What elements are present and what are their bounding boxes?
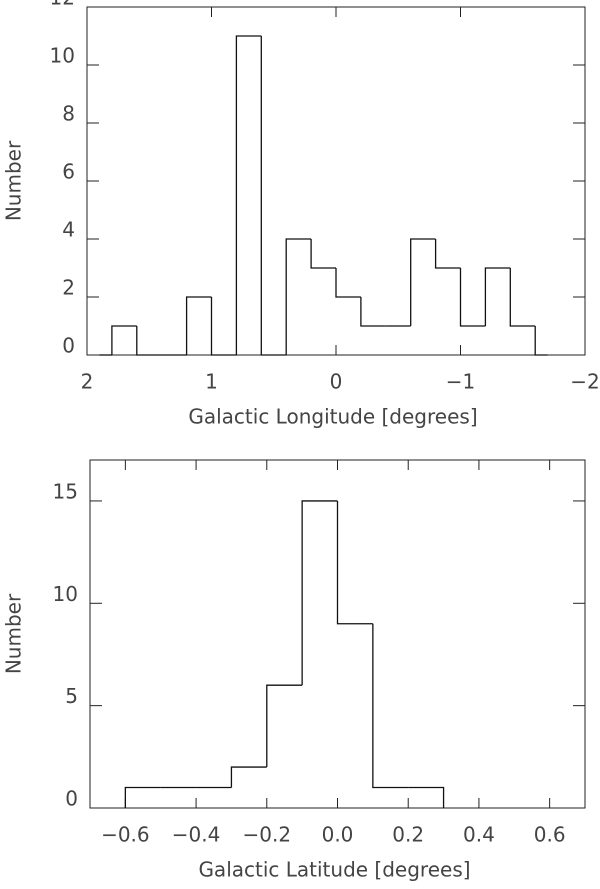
histogram-bin	[336, 500, 373, 625]
x-tick-label: −0.6	[101, 823, 150, 847]
y-tick-label: 2	[62, 276, 75, 300]
histogram-bin	[310, 239, 336, 269]
histogram-bin	[266, 684, 303, 768]
y-tick-label: 0	[62, 334, 75, 358]
y-tick-label: 6	[62, 160, 75, 184]
y-axis-title: Number	[2, 593, 26, 674]
x-tick-label: 2	[81, 370, 94, 394]
x-tick-label: 0.6	[534, 823, 566, 847]
histogram-bin	[360, 297, 386, 327]
histogram-bin	[335, 268, 361, 298]
x-tick-label: 0.2	[392, 823, 424, 847]
histogram-bin	[534, 326, 548, 356]
histogram-bin	[260, 36, 287, 356]
histogram-bin	[235, 35, 262, 355]
histogram-bin	[408, 786, 445, 808]
x-tick-label: −1	[446, 370, 475, 394]
histogram-bin	[124, 786, 161, 808]
x-tick-label: 0	[330, 370, 343, 394]
y-axis-title: Number	[2, 140, 26, 221]
histogram-bin	[459, 268, 486, 327]
x-tick-label: 1	[205, 370, 218, 394]
y-tick-label: 0	[65, 787, 78, 811]
y-tick-label: 15	[53, 479, 78, 503]
histogram-bin	[372, 623, 409, 789]
histogram-bin	[111, 325, 137, 355]
histogram-bin	[185, 296, 212, 355]
x-tick-label: 0.0	[322, 823, 354, 847]
x-tick-label: −2	[570, 370, 599, 394]
histogram-bin	[509, 268, 536, 327]
y-tick-label: 4	[62, 218, 75, 242]
x-axis-title: Galactic Latitude [degrees]	[198, 858, 470, 882]
y-tick-label: 8	[62, 102, 75, 126]
y-tick-label: 5	[65, 684, 78, 708]
histogram-bin	[434, 239, 461, 269]
x-axis-title: Galactic Longitude [degrees]	[188, 405, 477, 429]
y-tick-label: 10	[53, 582, 78, 606]
x-tick-label: 0.4	[463, 823, 495, 847]
histogram-bin	[484, 267, 511, 326]
histogram-bin	[285, 238, 312, 355]
y-tick-label: 12	[50, 0, 75, 10]
y-tick-label: 10	[50, 44, 75, 68]
x-tick-label: −0.2	[242, 823, 291, 847]
histogram-bin	[230, 766, 267, 788]
histogram-bin	[301, 500, 338, 686]
histogram-bin	[410, 238, 436, 326]
x-tick-label: −0.4	[172, 823, 221, 847]
histogram-bin	[210, 297, 237, 356]
histogram-bin	[136, 326, 162, 356]
